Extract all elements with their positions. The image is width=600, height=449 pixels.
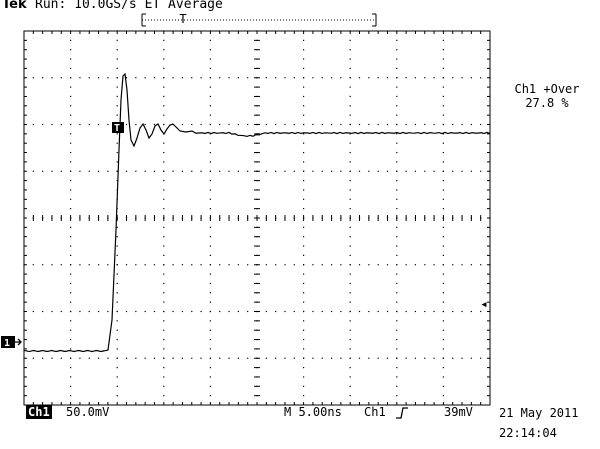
trigger-source: Ch1 xyxy=(364,405,386,419)
volts-per-div: 50.0mV xyxy=(66,405,110,419)
svg-text:T: T xyxy=(114,123,120,134)
trigger-level-marker[interactable]: ◂ xyxy=(480,297,488,312)
ch1-ground-marker[interactable]: 1 xyxy=(1,336,22,349)
acquisition-status: Run: 10.0GS/s ET Average xyxy=(35,0,223,12)
trigger-point-marker: T xyxy=(112,122,124,134)
ch1-marker-label: 1 xyxy=(4,338,10,349)
time-readout: 22:14:04 xyxy=(499,426,557,440)
record-position-bar: T xyxy=(141,12,377,27)
channel-badge[interactable]: Ch1 xyxy=(26,405,52,419)
graticule-grid xyxy=(23,30,491,397)
brand-label: Tek xyxy=(2,0,27,12)
trigger-position-marker: T xyxy=(179,12,186,26)
measurement-label: Ch1 +Over xyxy=(514,82,580,96)
timebase-readout: M 5.00ns xyxy=(284,405,342,419)
trigger-level-readout: 39mV xyxy=(444,405,473,419)
graticule-center-axes xyxy=(23,30,491,406)
measurement-readout: Ch1 +Over 27.8 % xyxy=(502,82,592,110)
measurement-value: 27.8 % xyxy=(525,96,569,110)
date-readout: 21 May 2011 xyxy=(499,406,579,420)
ch1-waveform-trace xyxy=(23,72,491,353)
rising-edge-icon xyxy=(396,407,408,419)
